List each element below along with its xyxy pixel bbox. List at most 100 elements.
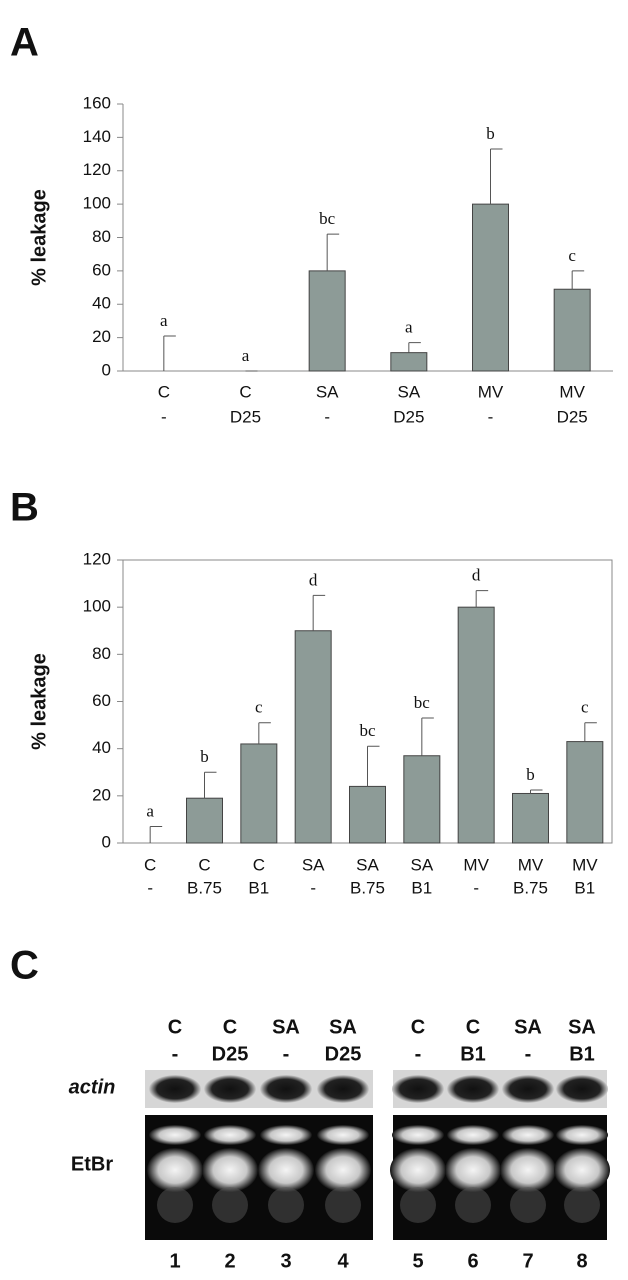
lane-header-sub: D25	[212, 1043, 249, 1065]
rrna-band-upper	[447, 1125, 499, 1145]
lane-header-sub: -	[415, 1043, 422, 1065]
bar	[403, 755, 441, 844]
lane-header-sub: -	[283, 1043, 290, 1065]
actin-band	[260, 1075, 312, 1103]
significance-label: bc	[414, 693, 431, 712]
x-tick-sublabel: B1	[574, 878, 595, 897]
rrna-band-lower	[390, 1148, 446, 1192]
lane-header-sub: -	[172, 1043, 179, 1065]
bar	[390, 352, 428, 372]
rrna-band-upper	[502, 1125, 554, 1145]
significance-label: a	[160, 311, 168, 330]
error-bar	[258, 722, 271, 744]
y-tick-label: 20	[92, 785, 111, 804]
error-bar	[475, 590, 489, 608]
lane-header: SA	[272, 1016, 300, 1038]
y-tick-label: 80	[92, 227, 111, 246]
rrna-smear	[400, 1187, 436, 1223]
significance-label: c	[568, 246, 576, 265]
rrna-band-lower	[258, 1148, 314, 1192]
x-tick-label: MV	[478, 382, 504, 401]
x-tick-label: SA	[316, 382, 339, 401]
bar	[240, 743, 278, 844]
lane-header-sub: -	[525, 1043, 532, 1065]
error-bar	[530, 789, 543, 794]
error-bar	[163, 335, 176, 371]
rrna-smear	[268, 1187, 304, 1223]
x-tick-sublabel: D25	[393, 407, 424, 426]
x-tick-sublabel: -	[161, 407, 167, 426]
actin-band	[149, 1075, 201, 1103]
x-tick-label: C	[198, 855, 210, 874]
y-axis-label: % leakage	[28, 653, 50, 750]
x-tick-label: C	[253, 855, 265, 874]
lane-header: C	[168, 1016, 182, 1038]
y-tick-label: 0	[102, 360, 111, 379]
significance-label: a	[146, 801, 154, 820]
y-tick-label: 120	[83, 160, 111, 179]
actin-band	[392, 1075, 444, 1103]
panel-label: A	[10, 21, 39, 65]
bar	[472, 203, 509, 372]
actin-band	[317, 1075, 369, 1103]
x-tick-label: SA	[302, 855, 325, 874]
x-tick-sublabel: B.75	[513, 878, 548, 897]
bar	[512, 792, 549, 844]
significance-label: a	[242, 346, 250, 365]
lane-header: SA	[568, 1016, 596, 1038]
x-tick-label: MV	[572, 855, 598, 874]
x-tick-label: C	[144, 855, 156, 874]
rrna-band-upper	[556, 1125, 608, 1145]
significance-label: c	[255, 698, 263, 717]
bar	[186, 797, 223, 844]
rrna-band-upper	[260, 1125, 312, 1145]
rrna-band-lower	[147, 1148, 203, 1192]
x-tick-sublabel: B.75	[350, 878, 385, 897]
bar	[349, 785, 386, 844]
y-tick-label: 100	[83, 597, 111, 616]
rrna-band-upper	[204, 1125, 256, 1145]
error-bar	[149, 825, 163, 843]
y-tick-label: 40	[92, 738, 111, 757]
panel-label: B	[10, 486, 39, 530]
error-bar	[421, 717, 434, 756]
x-tick-sublabel: -	[147, 878, 153, 897]
x-tick-label: MV	[463, 855, 489, 874]
rrna-smear	[564, 1187, 600, 1223]
x-tick-sublabel: -	[324, 407, 330, 426]
rrna-band-upper	[317, 1125, 369, 1145]
actin-band	[447, 1075, 499, 1103]
bar	[294, 630, 332, 844]
error-bar	[312, 594, 326, 631]
y-axis-label: % leakage	[28, 189, 50, 286]
rrna-smear	[455, 1187, 491, 1223]
actin-band	[204, 1075, 256, 1103]
x-tick-sublabel: -	[473, 878, 479, 897]
y-tick-label: 160	[83, 93, 111, 112]
error-bar	[571, 270, 585, 290]
significance-label: bc	[359, 721, 376, 740]
row-label: EtBr	[71, 1153, 113, 1175]
lane-header: SA	[329, 1016, 357, 1038]
significance-label: b	[526, 765, 535, 784]
actin-band	[502, 1075, 554, 1103]
significance-label: d	[472, 566, 481, 585]
x-tick-sublabel: -	[310, 878, 316, 897]
error-bar	[204, 771, 217, 799]
y-tick-label: 60	[92, 260, 111, 279]
error-bar	[326, 233, 340, 271]
panel-label: C	[10, 944, 39, 988]
rrna-smear	[325, 1187, 361, 1223]
row-label: actin	[69, 1076, 116, 1098]
rrna-band-lower	[202, 1148, 258, 1192]
significance-label: a	[405, 318, 413, 337]
y-tick-label: 80	[92, 644, 111, 663]
bar	[308, 270, 346, 372]
y-tick-label: 20	[92, 327, 111, 346]
lane-number: 3	[280, 1250, 291, 1272]
lane-header-sub: B1	[460, 1043, 486, 1065]
y-tick-label: 100	[83, 194, 111, 213]
error-bar	[367, 745, 380, 787]
rrna-band-upper	[149, 1125, 201, 1145]
